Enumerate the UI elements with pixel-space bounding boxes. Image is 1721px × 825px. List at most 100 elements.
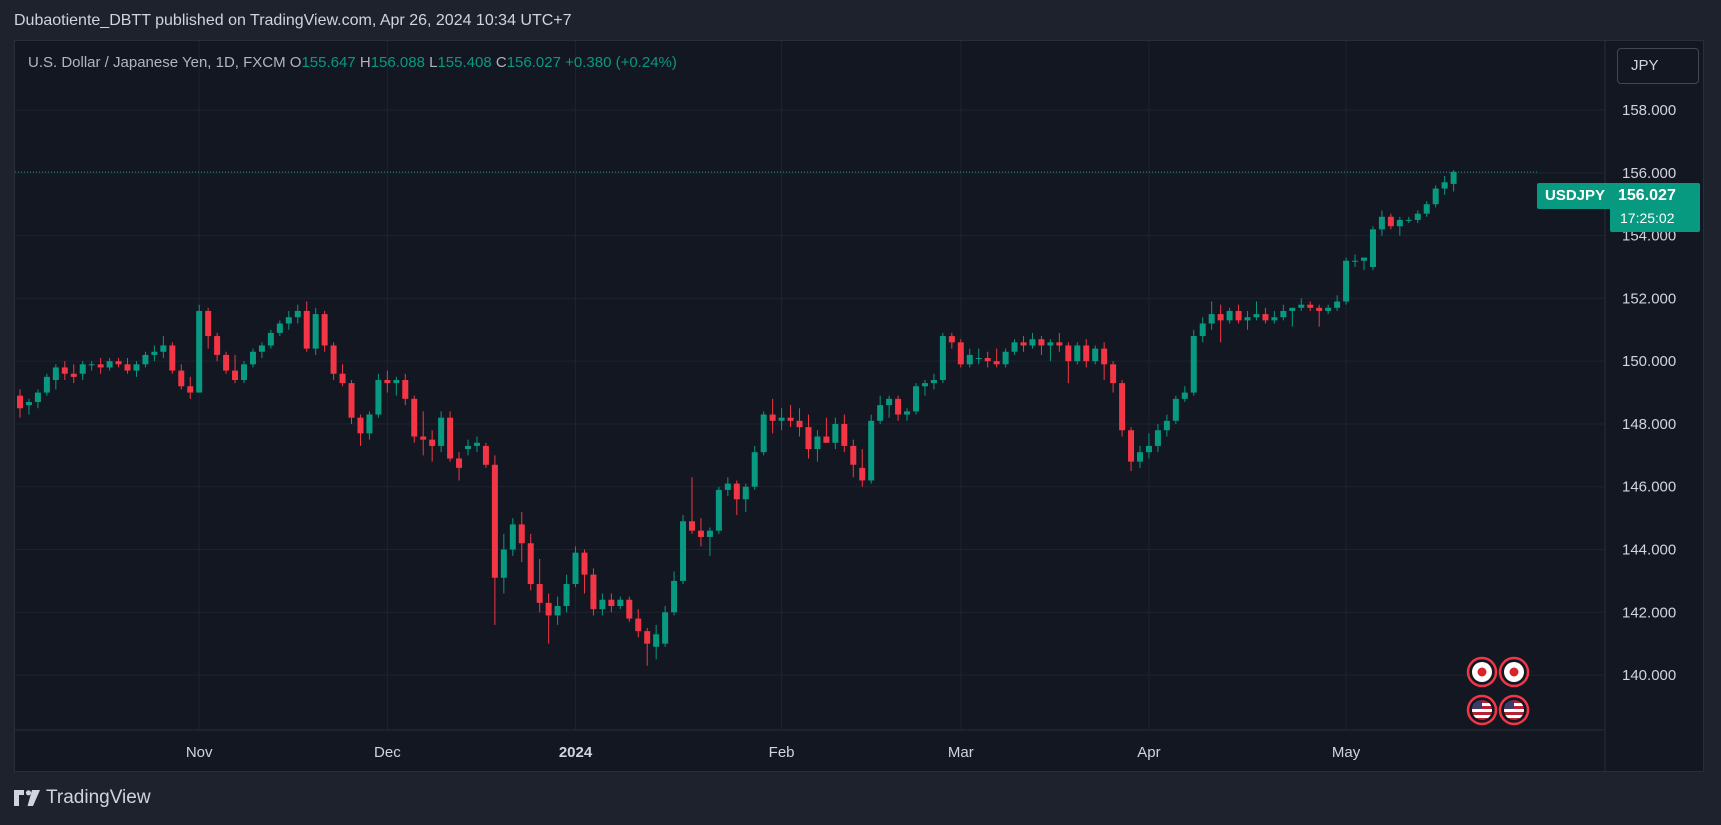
candle-body-41 (384, 380, 391, 384)
candle-138 (1253, 301, 1260, 321)
candle-body-46 (429, 439, 436, 446)
candle-body-152 (1378, 216, 1385, 230)
candle-120 (1092, 345, 1099, 365)
candle-15 (151, 345, 158, 362)
candle-body-132 (1199, 323, 1206, 337)
candle-55 (509, 518, 516, 556)
candle-92 (841, 414, 848, 453)
candle-body-33 (312, 314, 319, 349)
candle-9 (97, 358, 104, 374)
currency-button[interactable]: JPY (1617, 48, 1699, 84)
candle-body-155 (1405, 219, 1412, 221)
candle-body-79 (724, 483, 731, 490)
candle-body-87 (796, 420, 803, 428)
candle-135 (1226, 307, 1233, 324)
last-price: 156.027 (1618, 187, 1676, 204)
candle-body-99 (904, 411, 911, 415)
candle-63 (581, 549, 588, 594)
candle-153 (1387, 213, 1394, 230)
candle-83 (760, 411, 767, 456)
candle-156 (1414, 210, 1421, 224)
y-tick-label-3: 146.000 (1622, 479, 1676, 496)
candle-160 (1450, 170, 1457, 192)
candle-body-31 (294, 310, 301, 318)
candle-76 (697, 518, 704, 547)
candle-107 (975, 348, 982, 365)
candle-25 (241, 361, 247, 384)
x-tick-label-0: Nov (186, 744, 213, 761)
candle-147 (1334, 295, 1341, 311)
candle-71 (653, 624, 660, 660)
candle-body-109 (993, 361, 1000, 365)
candle-140 (1271, 310, 1278, 324)
candle-body-11 (115, 361, 122, 365)
candle-body-21 (205, 310, 212, 337)
candle-97 (886, 395, 893, 418)
candle-body-98 (895, 398, 902, 415)
candle-body-36 (339, 373, 346, 384)
candle-body-76 (697, 530, 704, 537)
candle-90 (823, 417, 830, 443)
candle-121 (1101, 342, 1108, 381)
candle-112 (1020, 336, 1027, 352)
candle-body-29 (276, 323, 283, 333)
candle-body-4 (52, 367, 59, 381)
candle-body-100 (913, 386, 919, 412)
candle-body-73 (671, 580, 678, 613)
candle-35 (330, 342, 337, 381)
candle-body-151 (1369, 229, 1376, 268)
low-label: L (429, 54, 438, 71)
candle-body-119 (1083, 345, 1090, 362)
candle-body-147 (1334, 301, 1341, 308)
chart-frame[interactable] (14, 40, 1704, 772)
candle-116 (1056, 332, 1063, 352)
candle-body-1 (25, 401, 32, 406)
candle-43 (402, 373, 409, 406)
candle-59 (545, 593, 552, 644)
japan-flag-icon (1466, 656, 1498, 688)
candle-7 (79, 361, 86, 381)
candle-body-121 (1101, 348, 1108, 365)
y-tick-label-8: 156.000 (1622, 165, 1676, 182)
candle-36 (339, 364, 346, 387)
candle-body-144 (1307, 304, 1314, 308)
candle-136 (1235, 304, 1242, 324)
candles (17, 170, 1457, 666)
candle-58 (536, 558, 543, 613)
low-value: 155.408 (437, 54, 492, 71)
x-tick-label-3: Feb (769, 744, 795, 761)
us-flag-icon-flag (1472, 700, 1492, 720)
candle-103 (939, 332, 946, 384)
x-tick-label-5: Apr (1137, 744, 1160, 761)
high-label: H (359, 54, 371, 71)
candle-2 (34, 389, 41, 409)
candle-49 (456, 452, 463, 481)
y-tick-label-5: 150.000 (1622, 353, 1676, 370)
candle-52 (482, 442, 489, 468)
y-tick-label-4: 148.000 (1622, 416, 1676, 433)
close-value: 156.027 (506, 54, 561, 71)
candle-110 (1002, 348, 1009, 368)
candle-body-42 (393, 380, 400, 384)
candle-body-48 (447, 417, 454, 459)
candle-99 (904, 408, 911, 421)
candle-81 (742, 483, 749, 512)
tradingview-brand[interactable]: TradingView (14, 787, 151, 809)
candle-68 (626, 596, 633, 622)
candle-body-38 (357, 417, 364, 434)
candle-154 (1396, 216, 1403, 236)
candle-body-57 (527, 543, 534, 585)
candle-132 (1199, 317, 1206, 343)
candle-body-141 (1280, 310, 1287, 318)
candle-body-2 (34, 392, 41, 402)
candle-67 (617, 596, 624, 610)
candle-body-157 (1423, 204, 1430, 214)
y-tick-label-6: 152.000 (1622, 290, 1676, 307)
candle-body-128 (1163, 420, 1170, 431)
candle-body-23 (223, 354, 230, 371)
candle-body-40 (375, 380, 382, 415)
candle-0 (17, 389, 23, 418)
candle-1 (25, 398, 32, 415)
candle-127 (1154, 423, 1161, 453)
